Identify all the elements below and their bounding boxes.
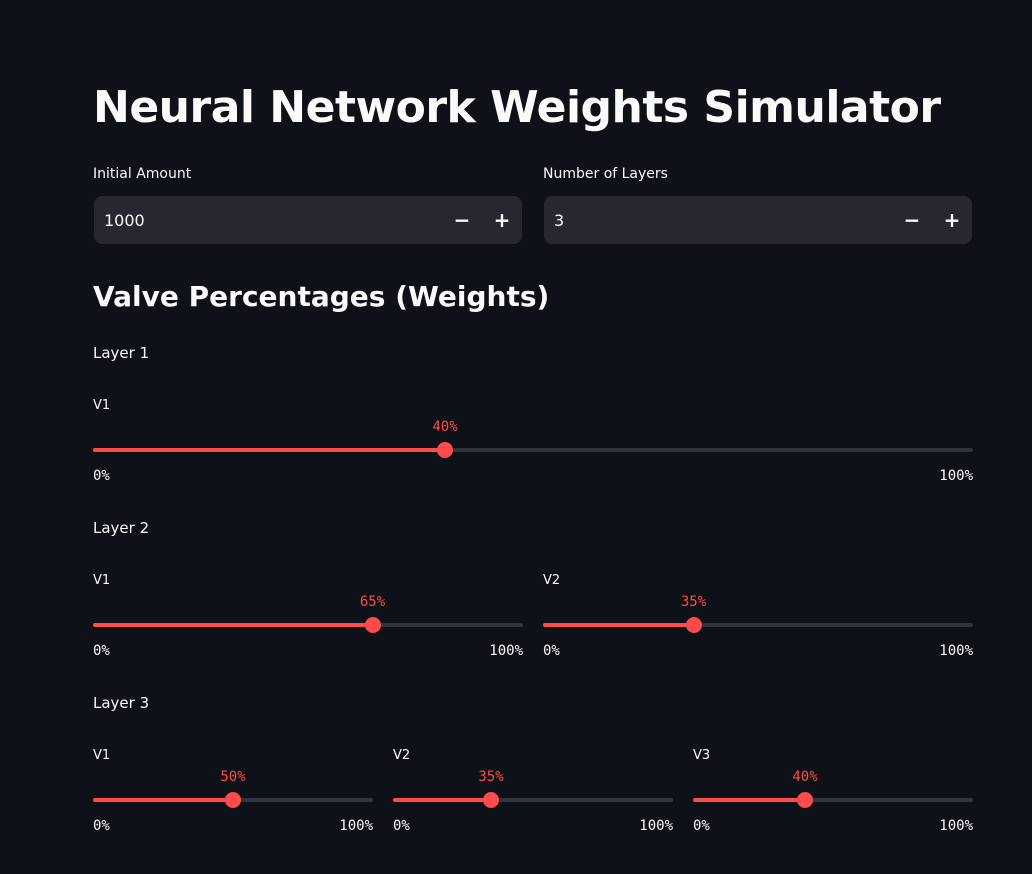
slider-min-label: 0% (93, 468, 110, 484)
num-layers-decrement-button[interactable]: − (903, 208, 921, 232)
slider-fill (543, 623, 694, 627)
slider-track[interactable]: 50% (93, 769, 373, 808)
num-layers-label: Number of Layers (543, 166, 668, 182)
section-title: Valve Percentages (Weights) (93, 280, 550, 313)
slider-min-label: 0% (93, 818, 110, 834)
slider-max-label: 100% (339, 818, 373, 834)
slider-label: V1 (93, 573, 111, 588)
slider-fill (93, 448, 445, 452)
slider-fill (93, 798, 233, 802)
slider-value: 40% (432, 419, 458, 435)
layer-3-v2-slider[interactable]: V2 35% 0% 100% (393, 748, 673, 838)
slider-track[interactable]: 35% (393, 769, 673, 808)
layer-3-v1-slider[interactable]: V1 50% 0% 100% (93, 748, 373, 838)
slider-thumb[interactable] (437, 442, 453, 458)
slider-max-label: 100% (639, 818, 673, 834)
slider-thumb[interactable] (364, 617, 381, 633)
slider-thumb[interactable] (797, 792, 813, 808)
slider-max-label: 100% (939, 818, 973, 834)
slider-track[interactable]: 40% (693, 769, 973, 808)
num-layers-input[interactable]: 3 − + (544, 196, 972, 244)
slider-value: 40% (792, 769, 818, 785)
slider-max-label: 100% (939, 643, 973, 659)
slider-min-label: 0% (393, 818, 410, 834)
slider-fill (693, 798, 805, 802)
slider-thumb[interactable] (685, 617, 702, 633)
slider-min-label: 0% (693, 818, 710, 834)
initial-amount-input[interactable]: 1000 − + (94, 196, 522, 244)
slider-thumb[interactable] (225, 792, 241, 808)
slider-label: V1 (93, 398, 111, 413)
layer-3-v3-slider[interactable]: V3 40% 0% 100% (693, 748, 973, 838)
slider-fill (93, 623, 373, 627)
layer-2-v2-slider[interactable]: V2 35% 0% 100% (543, 573, 973, 663)
slider-max-label: 100% (939, 468, 973, 484)
slider-min-label: 0% (543, 643, 560, 659)
slider-label: V1 (93, 748, 111, 763)
slider-thumb[interactable] (483, 792, 499, 808)
slider-track[interactable]: 35% (543, 594, 973, 633)
layer-2-label: Layer 2 (93, 519, 150, 537)
slider-track[interactable]: 65% (93, 594, 523, 633)
slider-value: 35% (680, 594, 707, 610)
slider-value: 50% (220, 769, 246, 785)
layer-3-label: Layer 3 (93, 694, 150, 712)
slider-label: V3 (693, 748, 711, 763)
slider-max-label: 100% (489, 643, 523, 659)
initial-amount-value[interactable]: 1000 (104, 210, 145, 230)
initial-amount-label: Initial Amount (93, 166, 192, 182)
initial-amount-increment-button[interactable]: + (493, 208, 511, 232)
slider-value: 35% (478, 769, 504, 785)
layer-1-v1-slider[interactable]: V1 40% 0% 100% (93, 398, 973, 488)
slider-track[interactable]: 40% (93, 419, 973, 458)
layer-2-v1-slider[interactable]: V1 65% 0% 100% (93, 573, 523, 663)
initial-amount-decrement-button[interactable]: − (453, 208, 471, 232)
slider-min-label: 0% (93, 643, 110, 659)
slider-value: 65% (359, 594, 386, 610)
slider-label: V2 (393, 748, 411, 763)
num-layers-increment-button[interactable]: + (943, 208, 961, 232)
slider-fill (393, 798, 491, 802)
page-title: Neural Network Weights Simulator (93, 82, 941, 133)
layer-1-label: Layer 1 (93, 344, 150, 362)
slider-label: V2 (543, 573, 561, 588)
num-layers-value[interactable]: 3 (554, 210, 565, 230)
